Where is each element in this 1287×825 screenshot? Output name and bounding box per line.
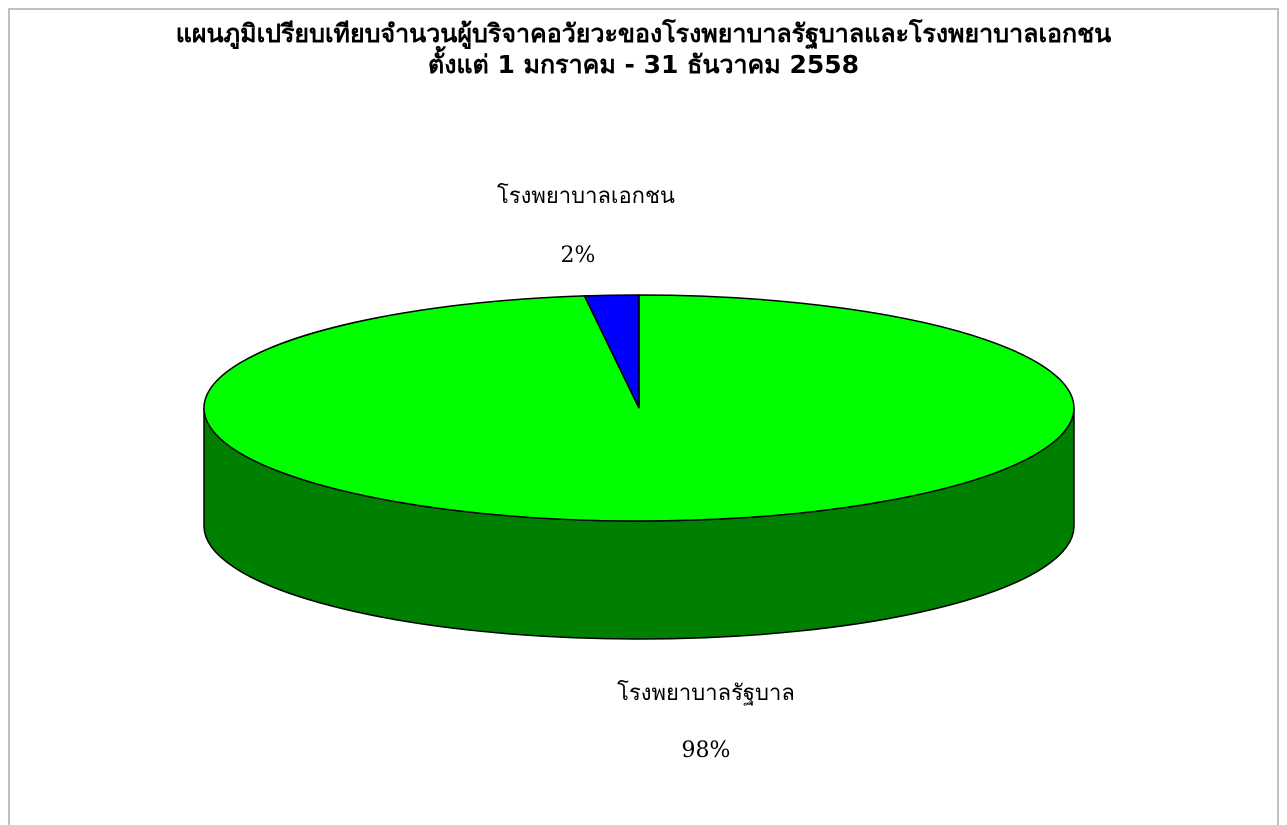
chart-title: แผนภูมิเปรียบเทียบจำนวนผู้บริจาคอวัยวะขอ… — [0, 18, 1287, 80]
slice-label-private-hospital: โรงพยาบาลเอกชน — [497, 183, 675, 209]
slice-label-government-hospital: โรงพยาบาลรัฐบาล — [617, 680, 795, 706]
slice-value-private-hospital: 2% — [561, 243, 596, 268]
chart-title-line1: แผนภูมิเปรียบเทียบจำนวนผู้บริจาคอวัยวะขอ… — [175, 19, 1112, 48]
pie-top — [203, 294, 1075, 522]
chart-subtitle: ตั้งแต่ 1 มกราคม - 31 ธันวาคม 2558 — [427, 50, 860, 79]
slice-private-hospital — [583, 294, 640, 409]
slice-value-government-hospital: 98% — [682, 738, 731, 763]
